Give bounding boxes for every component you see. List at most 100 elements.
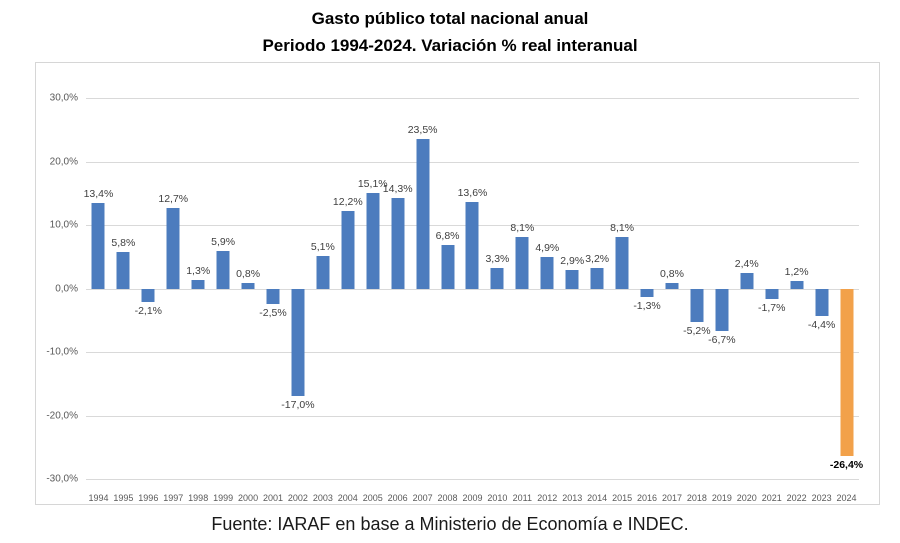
- bar-column: 12,7% 1997: [158, 98, 189, 503]
- x-axis-year-label: 1995: [113, 493, 134, 503]
- x-axis-year-label: 2023: [811, 493, 832, 503]
- bar-2005: [366, 192, 380, 289]
- bar-value-label: -17,0%: [281, 399, 315, 412]
- x-axis-year-label: 2018: [686, 493, 707, 503]
- x-axis-year-label: 1998: [188, 493, 209, 503]
- bar-column: 15,1% 2005: [358, 98, 388, 503]
- bar-2000: [241, 283, 255, 289]
- chart-title-line-1: Gasto público total nacional anual: [311, 9, 589, 28]
- bar-value-label: 23,5%: [407, 124, 438, 137]
- x-axis-year-label: 2007: [412, 493, 433, 503]
- bar-value-label: 0,8%: [660, 268, 684, 281]
- bar-2006: [391, 197, 405, 289]
- bar-1998: [191, 280, 205, 289]
- x-axis-year-label: 1994: [88, 493, 109, 503]
- bar-2022: [790, 280, 804, 289]
- bar-column: 2,4% 2020: [734, 98, 759, 503]
- bar-value-label: 8,1%: [610, 222, 635, 235]
- bar-1995: [116, 251, 130, 289]
- x-axis-year-label: 2006: [387, 493, 408, 503]
- bar-column: 8,1% 2011: [510, 98, 535, 503]
- chart-frame: 30,0% 20,0% 10,0% 0,0% -10,0% -20,0% -30,0% 13,…: [35, 62, 880, 505]
- y-axis-tick-label: -20,0%: [46, 410, 78, 421]
- x-axis-year-label: 2004: [337, 493, 358, 503]
- x-axis-year-label: 2003: [312, 493, 333, 503]
- x-axis-year-label: 2010: [487, 493, 508, 503]
- x-axis-year-label: 2013: [562, 493, 583, 503]
- x-axis-year-label: 2020: [736, 493, 757, 503]
- bar-value-label: 2,9%: [560, 255, 585, 268]
- x-axis-year-label: 2021: [761, 493, 782, 503]
- bar-2002: [291, 288, 305, 397]
- bar-column: 2,9% 2013: [560, 98, 585, 503]
- bar-column: 5,1% 2003: [310, 98, 335, 503]
- bar-column: 5,8% 1995: [111, 98, 136, 503]
- bar-column: 13,6% 2009: [457, 98, 488, 503]
- bar-value-label: 3,3%: [485, 252, 510, 265]
- bar-2014: [590, 268, 604, 289]
- bar-column: 4,9% 2012: [535, 98, 560, 503]
- bar-2007: [416, 139, 430, 289]
- bar-value-label: -2,1%: [134, 304, 163, 317]
- bar-column: 13,4% 1994: [83, 98, 114, 503]
- bar-column: -1,3% 2016: [633, 98, 661, 503]
- bar-value-label: -2,5%: [259, 307, 287, 320]
- bar-value-label: 12,2%: [332, 196, 363, 209]
- x-axis-year-label: 2014: [587, 493, 608, 503]
- bar-column: -2,5% 2001: [259, 98, 287, 503]
- bar-2001: [266, 288, 280, 305]
- bar-column: -4,4% 2023: [807, 98, 836, 503]
- x-axis-year-label: 2024: [836, 493, 857, 503]
- bar-column: -1,7% 2021: [758, 98, 785, 503]
- bar-column: 0,8% 2000: [236, 98, 261, 503]
- bar-value-label: 6,8%: [435, 230, 460, 243]
- gridline: [86, 352, 859, 353]
- bar-2009: [465, 202, 479, 289]
- bar-value-label: -6,7%: [708, 334, 736, 347]
- x-axis-year-label: 2002: [287, 493, 308, 503]
- bar-2010: [490, 267, 504, 289]
- bar-2003: [316, 256, 330, 289]
- bar-column: 12,2% 2004: [332, 98, 363, 503]
- gridline: [86, 288, 859, 290]
- bar-column: -26,4% 2024: [830, 98, 863, 503]
- bar-column: 5,9% 1999: [211, 98, 236, 503]
- bar-2018: [690, 288, 704, 322]
- bar-column: 0,8% 2017: [660, 98, 685, 503]
- bar-value-label: 4,9%: [535, 242, 560, 255]
- bar-1999: [216, 251, 230, 289]
- bar-2015: [615, 237, 629, 289]
- bar-value-label: 0,8%: [236, 268, 261, 281]
- bar-value-label: 14,3%: [382, 182, 413, 195]
- bar-column: 14,3% 2006: [382, 98, 413, 503]
- y-axis-tick-label: -10,0%: [46, 346, 78, 358]
- gridline: [86, 161, 859, 163]
- source-caption: Fuente: IARAF en base a Ministerio de Ec…: [211, 514, 689, 534]
- y-axis-tick-label: -30,0%: [46, 473, 78, 485]
- x-axis-year-label: 2019: [711, 493, 732, 503]
- chart-title-line-2: Periodo 1994-2024. Variación % real inte…: [262, 36, 638, 56]
- bar-value-label: 13,6%: [457, 187, 488, 200]
- bar-value-label: -4,4%: [807, 319, 836, 332]
- bar-value-label: 13,4%: [83, 188, 114, 201]
- bar-2008: [441, 245, 455, 289]
- x-axis-year-label: 2009: [462, 493, 483, 503]
- bar-value-label: -1,3%: [633, 299, 661, 312]
- bar-value-label: 12,7%: [158, 192, 189, 205]
- bar-1996: [141, 288, 155, 302]
- bar-2023: [815, 288, 829, 317]
- bar-2017: [665, 283, 679, 289]
- bar-value-label: 1,2%: [784, 265, 809, 278]
- bar-value-label: 2,4%: [734, 258, 759, 271]
- bar-2011: [515, 237, 529, 289]
- plot-area: 30,0% 20,0% 10,0% 0,0% -10,0% -20,0% -30,0% 13,…: [46, 93, 863, 504]
- y-axis-tick-label: 20,0%: [49, 156, 78, 167]
- bar-2004: [341, 211, 355, 289]
- bar-column: 6,8% 2008: [435, 98, 460, 503]
- bar-value-label: -26,4%: [829, 459, 864, 472]
- bar-value-label: 5,9%: [211, 236, 236, 249]
- bar-2012: [540, 257, 554, 289]
- x-axis-year-label: 2000: [238, 493, 259, 503]
- bar-2013: [565, 270, 579, 289]
- chart-title: Gasto público total nacional anual Perio…: [0, 0, 900, 59]
